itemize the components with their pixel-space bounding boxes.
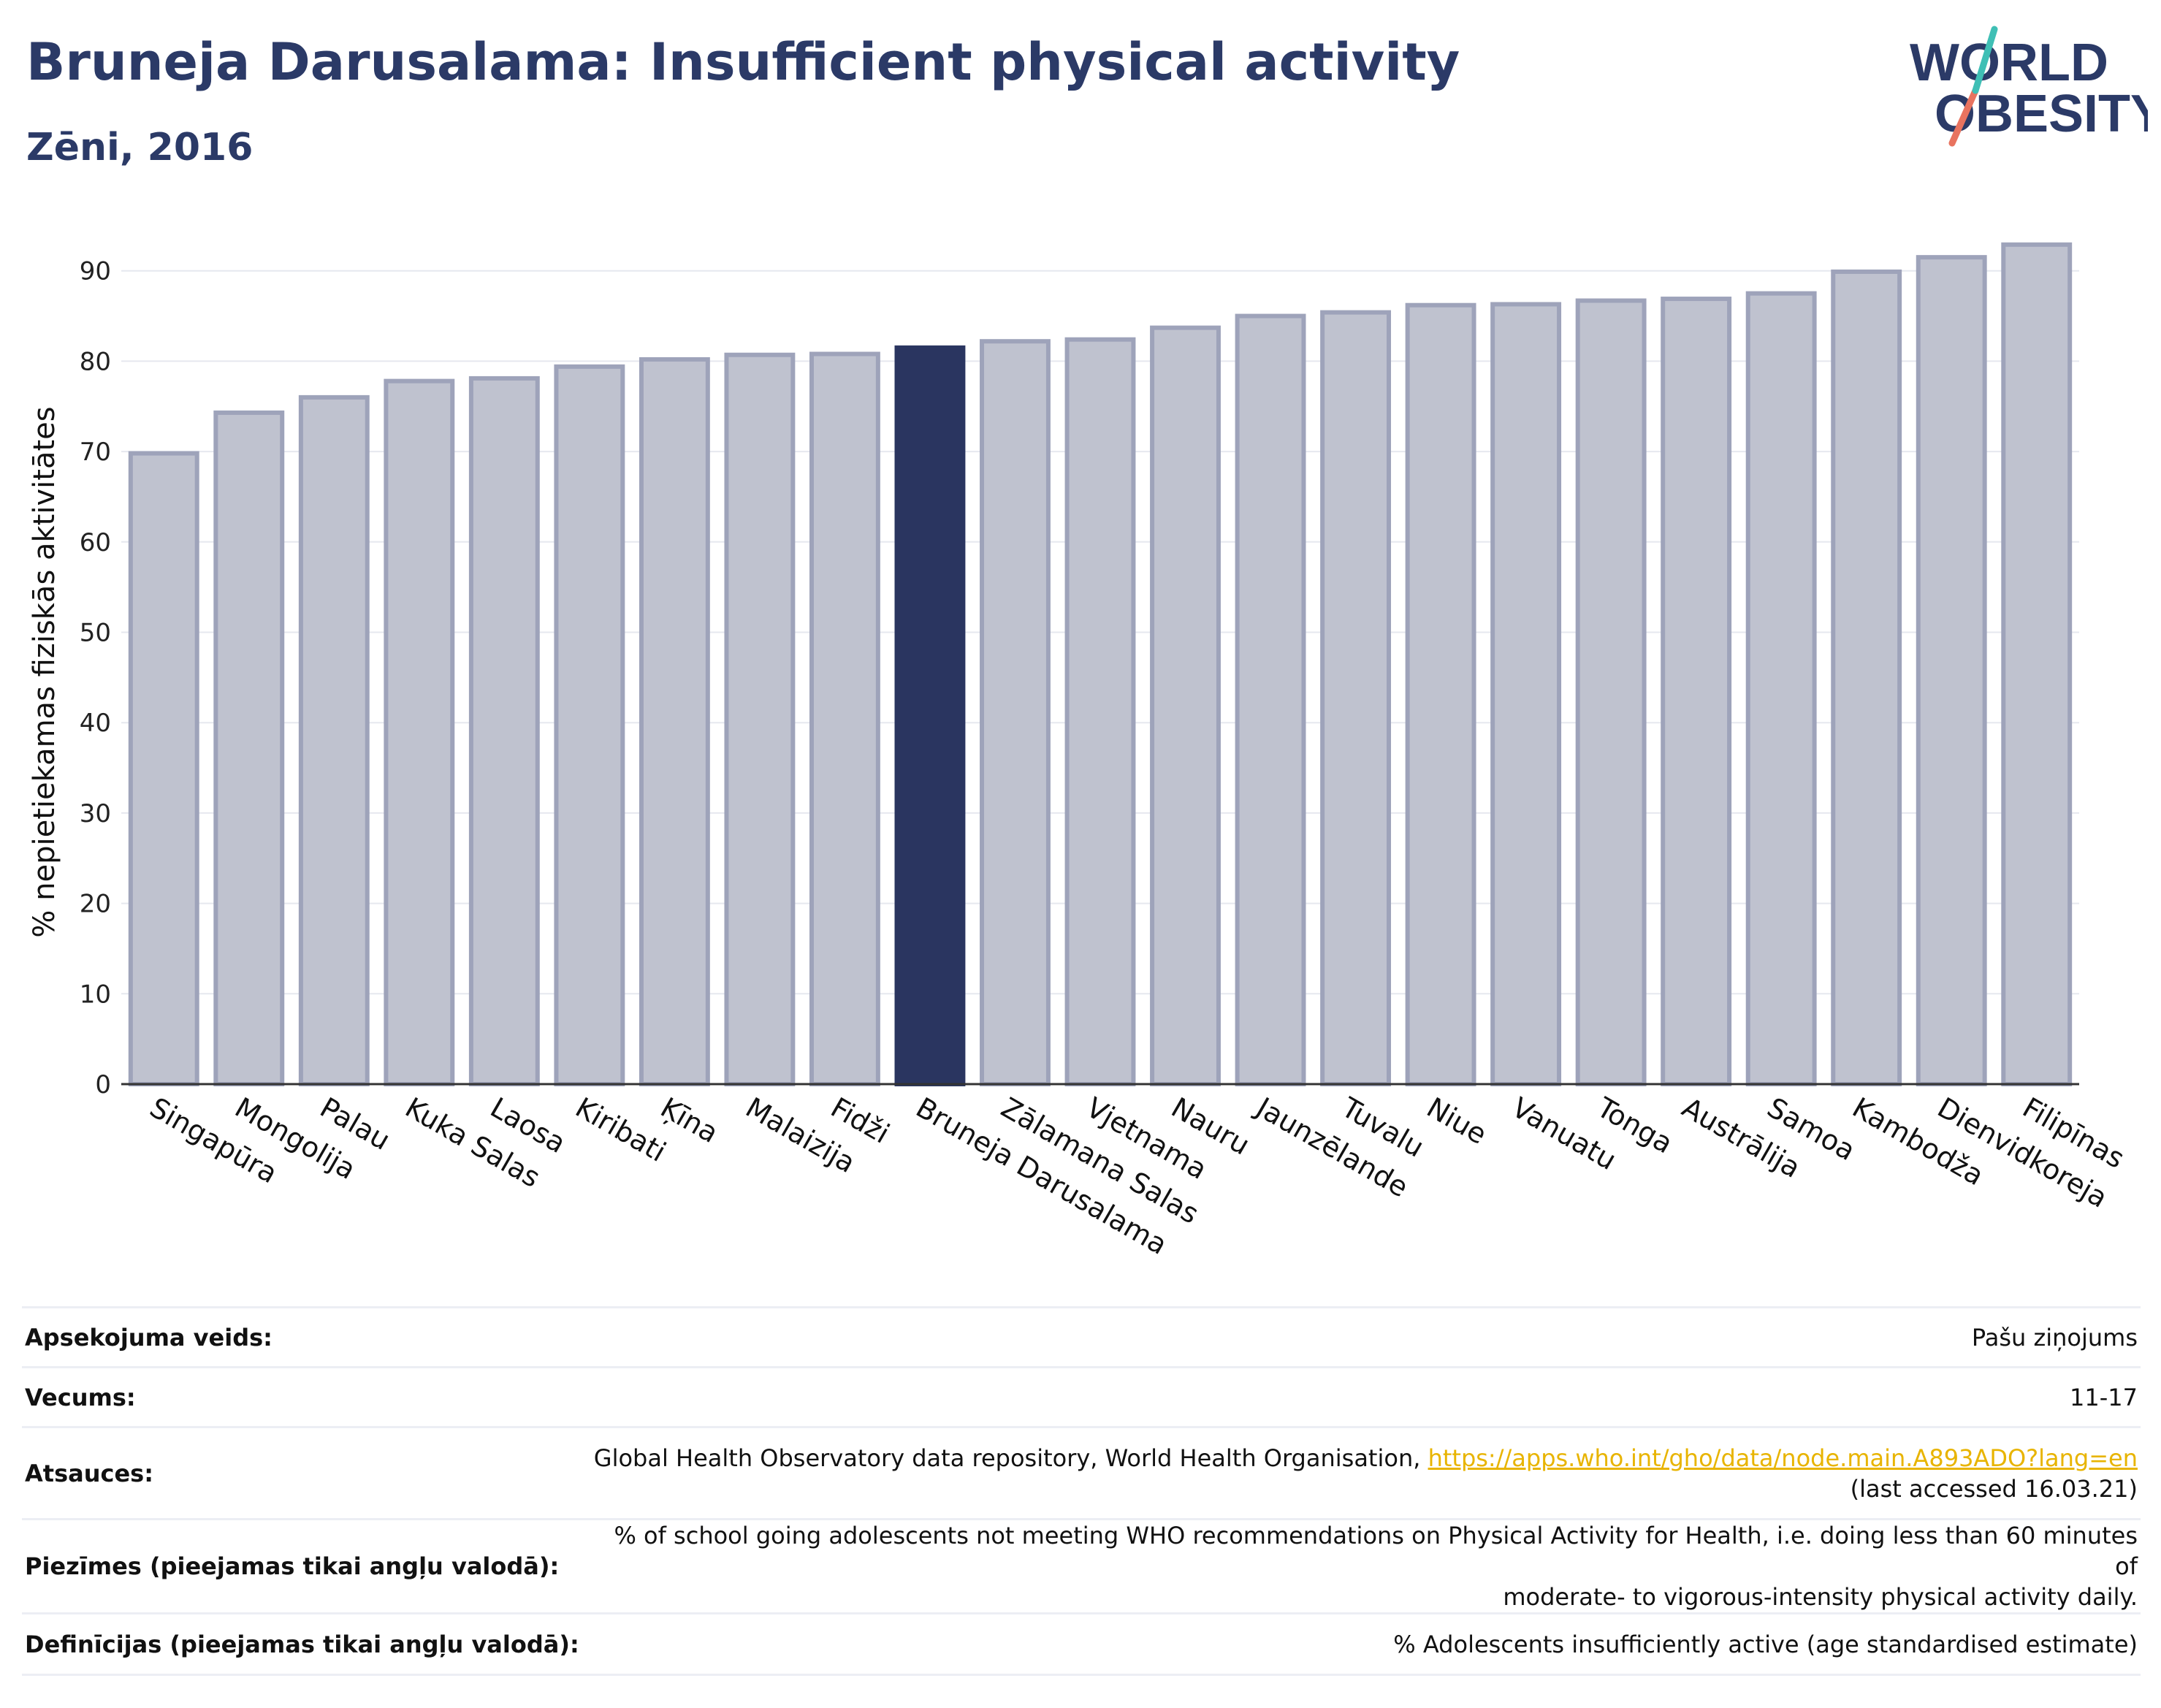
survey-type-label: Apsekojuma veids: bbox=[22, 1306, 583, 1368]
y-tick-label: 0 bbox=[95, 1070, 111, 1099]
bar-kiribati bbox=[554, 364, 625, 1086]
meta-row-definitions: Definīcijas (pieejamas tikai angļu valod… bbox=[22, 1612, 2141, 1676]
references-accessed: (last accessed 16.03.21) bbox=[1850, 1474, 2138, 1503]
y-tick-label: 90 bbox=[80, 257, 111, 286]
meta-row-survey: Apsekojuma veids: Pašu ziņojums bbox=[22, 1306, 2141, 1368]
logo-line-2: OBESITY bbox=[1935, 85, 2148, 143]
references-text: Global Health Observatory data repositor… bbox=[593, 1444, 1428, 1472]
bar-kuka-salas bbox=[384, 378, 455, 1086]
x-tick-label: Kiribati bbox=[570, 1091, 671, 1168]
metadata-table: Apsekojuma veids: Pašu ziņojums Vecums: … bbox=[22, 1306, 2141, 1676]
definitions-value: % Adolescents insufficiently active (age… bbox=[583, 1612, 2141, 1676]
meta-row-references: Atsauces: Global Health Observatory data… bbox=[22, 1426, 2141, 1520]
page-title: Bruneja Darusalama: Insufficient physica… bbox=[26, 32, 1460, 92]
world-obesity-logo: WORLD OBESITY bbox=[1910, 26, 2148, 147]
definitions-label: Definīcijas (pieejamas tikai angļu valod… bbox=[22, 1612, 583, 1676]
bar-tuvalu bbox=[1320, 310, 1392, 1086]
meta-row-notes: Piezīmes (pieejamas tikai angļu valodā):… bbox=[22, 1518, 2141, 1614]
bar-vjetnama bbox=[1064, 337, 1136, 1087]
bar-chart: 0 10 20 30 40 50 60 70 80 90 SingapūraMongolijaPa… bbox=[28, 242, 2130, 1261]
survey-type-value: Pašu ziņojums bbox=[583, 1306, 2141, 1368]
references-value: Global Health Observatory data repositor… bbox=[583, 1426, 2141, 1520]
references-link[interactable]: https://apps.who.int/gho/data/node.main.… bbox=[1428, 1444, 2138, 1472]
notes-line-2: moderate- to vigorous-intensity physical… bbox=[1503, 1583, 2138, 1611]
notes-value: % of school going adolescents not meetin… bbox=[583, 1518, 2141, 1614]
bar-palau bbox=[298, 394, 370, 1086]
y-axis-ticks: 0 10 20 30 40 50 60 70 80 90 bbox=[80, 257, 111, 1099]
bar-nauru bbox=[1150, 325, 1221, 1087]
bar-mongolija bbox=[213, 410, 285, 1086]
page-subtitle: Zēni, 2016 bbox=[26, 126, 254, 169]
age-value: 11-17 bbox=[583, 1366, 2141, 1428]
logo-slash-red bbox=[1948, 87, 1979, 147]
bars bbox=[128, 242, 2073, 1087]
bar-tonga bbox=[1575, 298, 1647, 1086]
bar-bruneja-darusalama bbox=[894, 345, 966, 1087]
bar-singapūra bbox=[128, 451, 199, 1086]
bar-samoa bbox=[1745, 291, 1817, 1086]
notes-label: Piezīmes (pieejamas tikai angļu valodā): bbox=[22, 1518, 583, 1614]
bar-laosa bbox=[468, 375, 540, 1086]
y-tick-label: 50 bbox=[80, 619, 111, 648]
bar-vanuatu bbox=[1490, 302, 1562, 1086]
y-tick-label: 20 bbox=[80, 890, 111, 919]
y-tick-label: 60 bbox=[80, 528, 111, 557]
bar-malaizija bbox=[724, 352, 796, 1086]
y-tick-label: 40 bbox=[80, 709, 111, 738]
bar-jaunzēlande bbox=[1235, 313, 1306, 1086]
y-tick-label: 70 bbox=[80, 438, 111, 467]
y-axis-label: % nepietiekamas fiziskās aktivitātes bbox=[28, 406, 61, 937]
bar-austrālija bbox=[1661, 297, 1732, 1086]
bar-ķīna bbox=[639, 357, 710, 1086]
x-tick-label: Niue bbox=[1422, 1091, 1493, 1151]
bar-zālamana-salas bbox=[980, 339, 1051, 1087]
references-label: Atsauces: bbox=[22, 1426, 583, 1520]
age-label: Vecums: bbox=[22, 1366, 583, 1428]
logo-slash-teal bbox=[1972, 26, 1998, 94]
logo-line-1: WORLD bbox=[1910, 34, 2108, 92]
bar-dienvidkoreja bbox=[1916, 255, 1987, 1086]
notes-line-1: % of school going adolescents not meetin… bbox=[614, 1522, 2138, 1580]
bar-fidži bbox=[809, 351, 880, 1086]
bar-niue bbox=[1405, 302, 1476, 1086]
meta-row-age: Vecums: 11-17 bbox=[22, 1366, 2141, 1428]
y-tick-label: 80 bbox=[80, 347, 111, 376]
bar-kambodža bbox=[1831, 269, 1902, 1086]
y-tick-label: 10 bbox=[80, 980, 111, 1009]
bar-filipīnas bbox=[2001, 242, 2073, 1086]
y-tick-label: 30 bbox=[80, 799, 111, 828]
